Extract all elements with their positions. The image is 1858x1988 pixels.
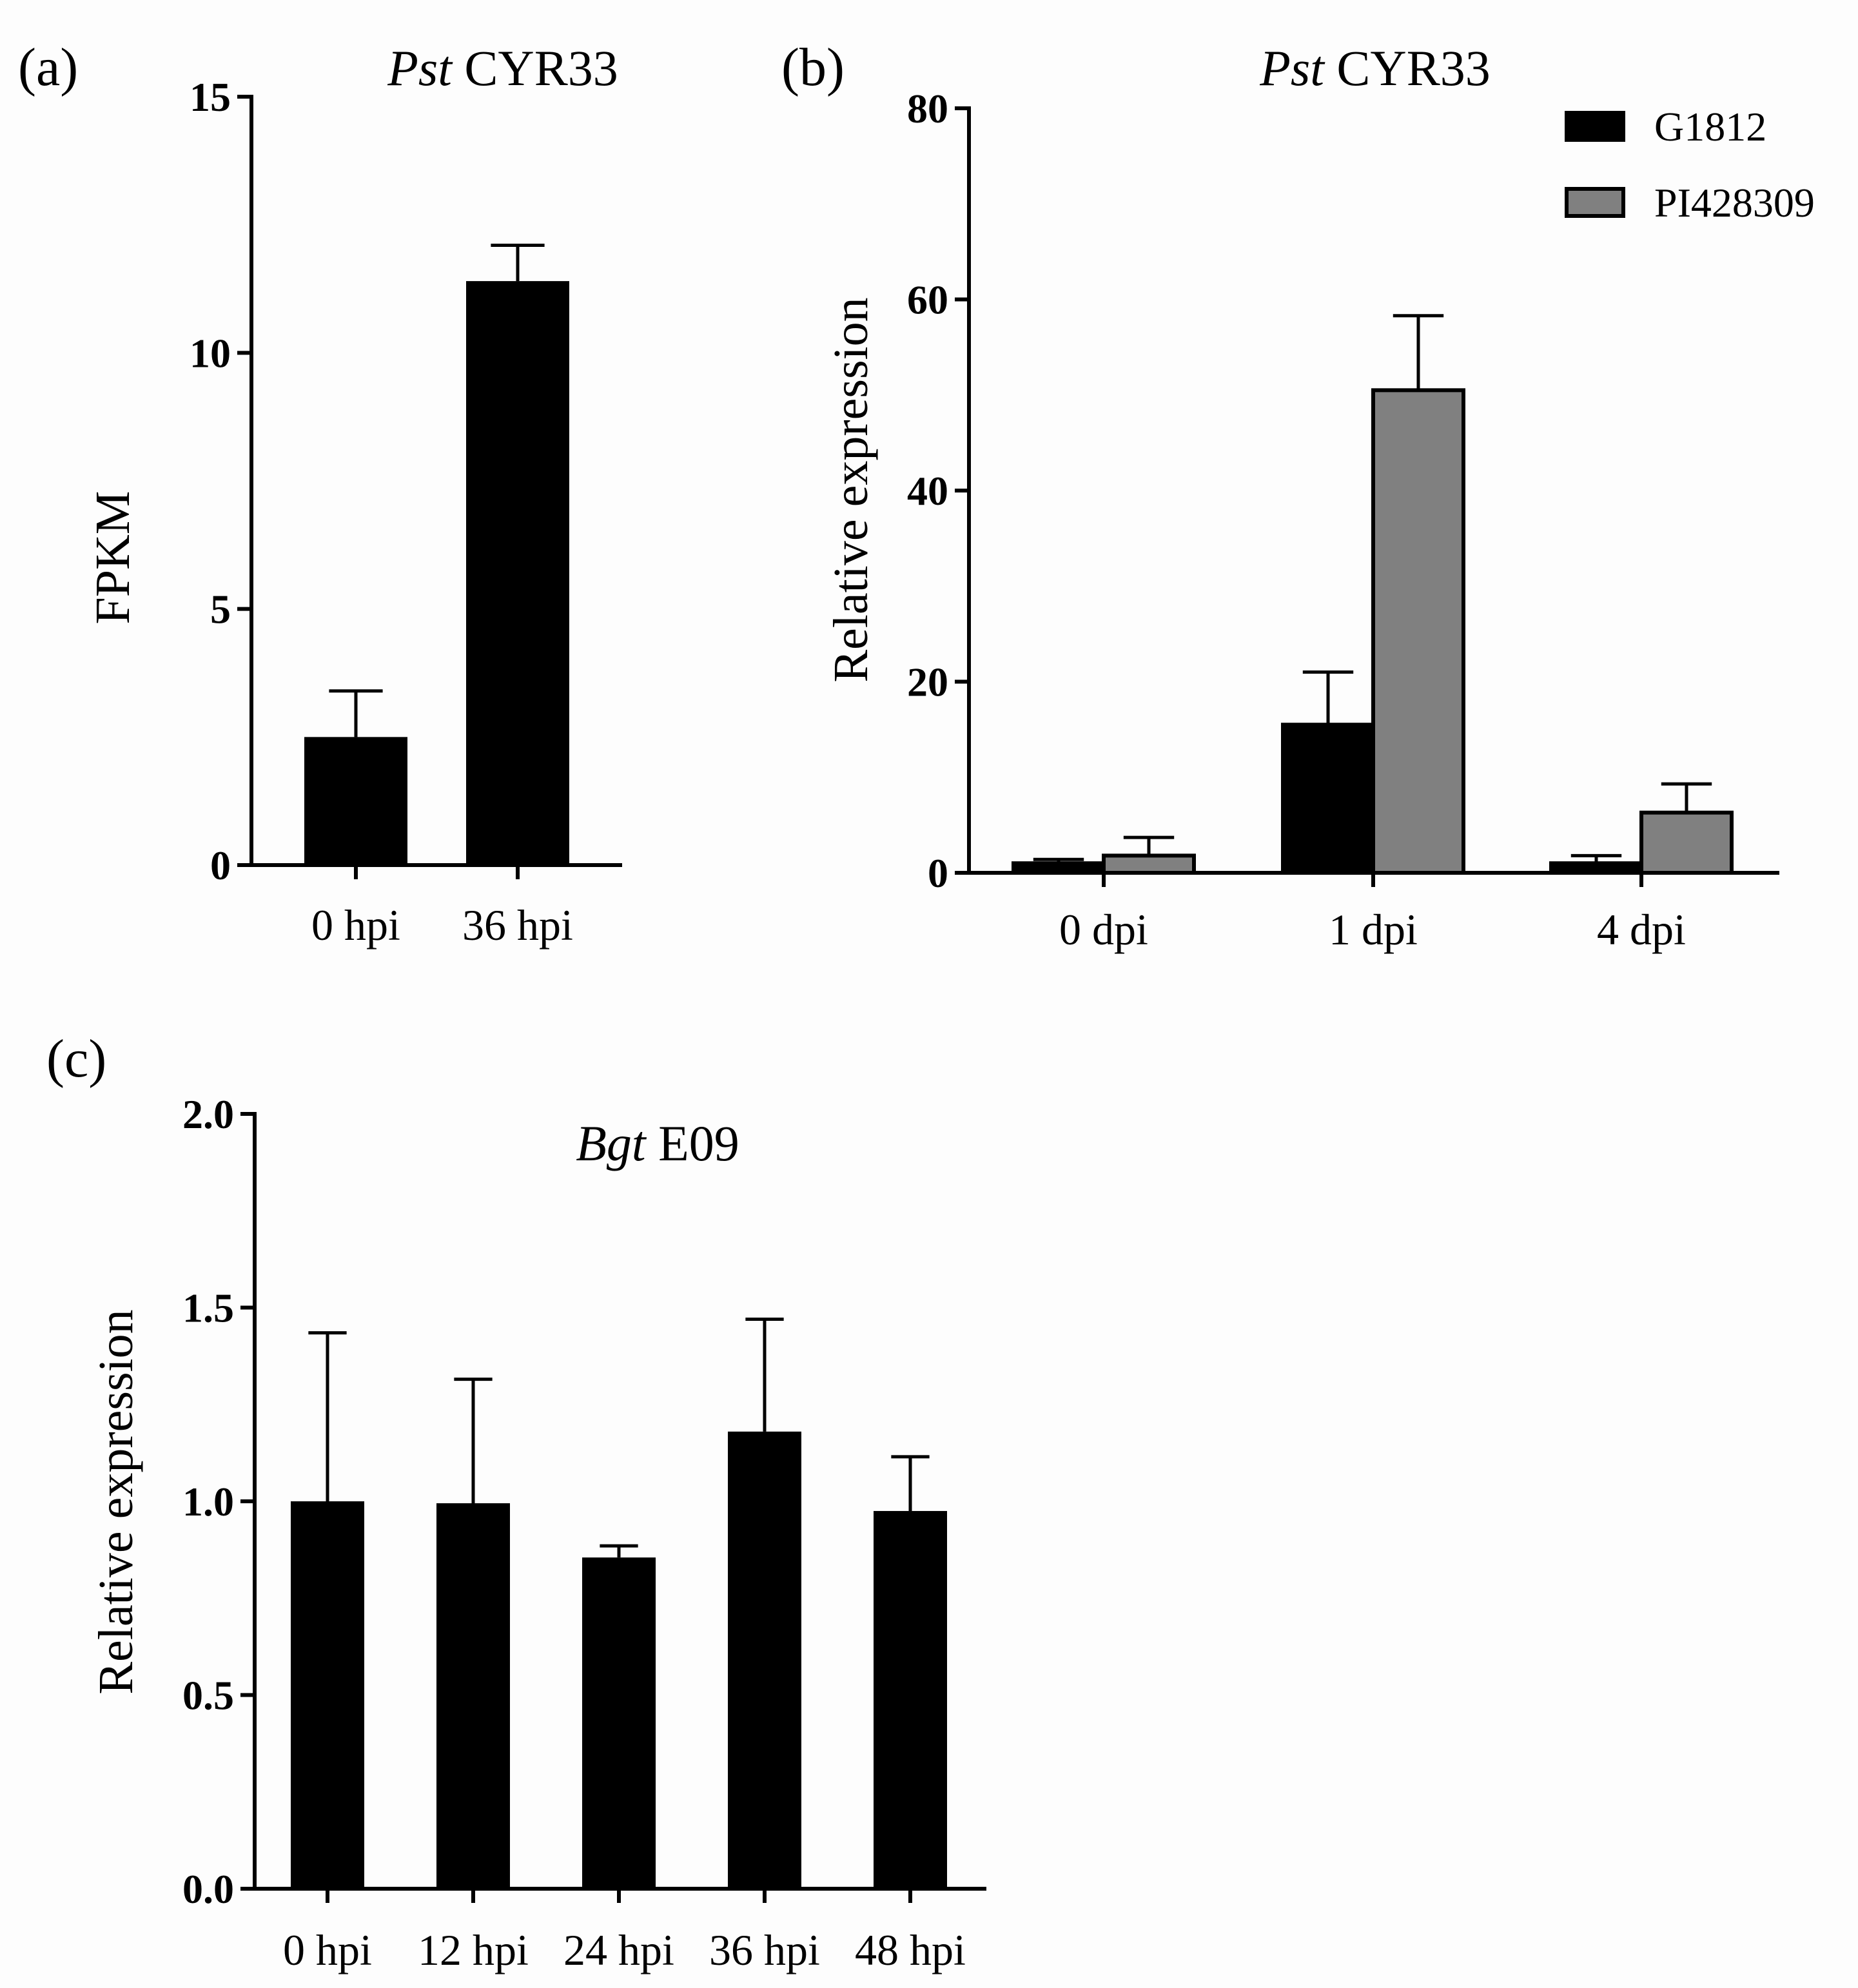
y-axis-title: Relative expression xyxy=(89,1309,143,1694)
bar-value-0 xyxy=(304,737,407,865)
chart-title: Pst CYR33 xyxy=(387,40,618,96)
bar-pi428309-2 xyxy=(1639,810,1734,875)
y-tick-label-1: 0.5 xyxy=(182,1673,234,1719)
y-tick-label-4: 2.0 xyxy=(182,1091,234,1137)
chart-title-strain: CYR33 xyxy=(1324,40,1491,96)
y-tick-label-2: 1.0 xyxy=(182,1479,234,1525)
legend-swatch-1 xyxy=(1565,187,1625,218)
y-tick-label-1: 5 xyxy=(210,587,231,632)
bar-value-0 xyxy=(291,1501,364,1889)
legend-label-1: PI428309 xyxy=(1654,180,1815,226)
chart-title-strain: E09 xyxy=(646,1115,739,1171)
bar-value-2 xyxy=(582,1557,656,1889)
legend-swatch-0 xyxy=(1565,111,1625,142)
panel-c: (c) Bgt E09 Relative expression 0 hpi 12 hpi… xyxy=(46,1029,986,1974)
chart-title-organism: Bgt xyxy=(576,1115,647,1171)
y-tick-label-2: 10 xyxy=(190,330,231,376)
y-tick-label-0: 0 xyxy=(928,850,948,896)
bar-value-1 xyxy=(466,281,569,866)
chart-title-organism: Pst xyxy=(387,40,453,96)
panel-letter: (a) xyxy=(18,37,78,97)
bar-pi428309-0 xyxy=(1102,853,1196,875)
x-tick-label-2: 24 hpi xyxy=(563,1925,674,1974)
panel-letter: (b) xyxy=(781,37,845,97)
x-tick-label-0: 0 dpi xyxy=(1059,905,1148,954)
chart-title-organism: Pst xyxy=(1259,40,1325,96)
panel-b: (b) Pst CYR33 Relative expression 0 dpi 1 dp… xyxy=(781,37,1815,954)
x-tick-label-1: 1 dpi xyxy=(1329,905,1418,954)
bar-pi428309-1 xyxy=(1371,388,1465,875)
bar-value-3 xyxy=(728,1431,801,1889)
legend-label-0: G1812 xyxy=(1654,104,1766,150)
y-tick-label-1: 20 xyxy=(907,659,948,705)
chart-title: Pst CYR33 xyxy=(1259,40,1491,96)
panel-letter: (c) xyxy=(46,1029,106,1089)
x-tick-label-3: 36 hpi xyxy=(709,1925,820,1974)
y-axis-title: Relative expression xyxy=(824,297,878,682)
y-axis-title: FPKM xyxy=(86,491,140,625)
bar-value-4 xyxy=(874,1511,947,1889)
x-tick-label-4: 48 hpi xyxy=(855,1925,966,1974)
bar-g1812-1 xyxy=(1281,723,1375,875)
x-tick-label-0: 0 hpi xyxy=(311,901,400,950)
y-tick-label-0: 0 xyxy=(210,843,231,888)
chart-title-strain: CYR33 xyxy=(452,40,618,96)
y-tick-label-3: 60 xyxy=(907,277,948,323)
y-tick-label-3: 1.5 xyxy=(182,1285,234,1331)
y-tick-label-2: 40 xyxy=(907,468,948,514)
bar-value-1 xyxy=(436,1503,510,1889)
y-tick-label-0: 0.0 xyxy=(182,1866,234,1912)
x-tick-label-0: 0 hpi xyxy=(283,1925,372,1974)
y-tick-label-4: 80 xyxy=(907,86,948,132)
x-tick-label-1: 12 hpi xyxy=(418,1925,529,1974)
panel-a: (a) Pst CYR33 FPKM 0 hpi 36 hpi 0 5 10 15 xyxy=(18,37,622,950)
x-tick-label-2: 4 dpi xyxy=(1597,905,1686,954)
y-tick-label-3: 15 xyxy=(190,74,231,120)
chart-title: Bgt E09 xyxy=(576,1115,739,1171)
x-tick-label-1: 36 hpi xyxy=(462,901,573,950)
